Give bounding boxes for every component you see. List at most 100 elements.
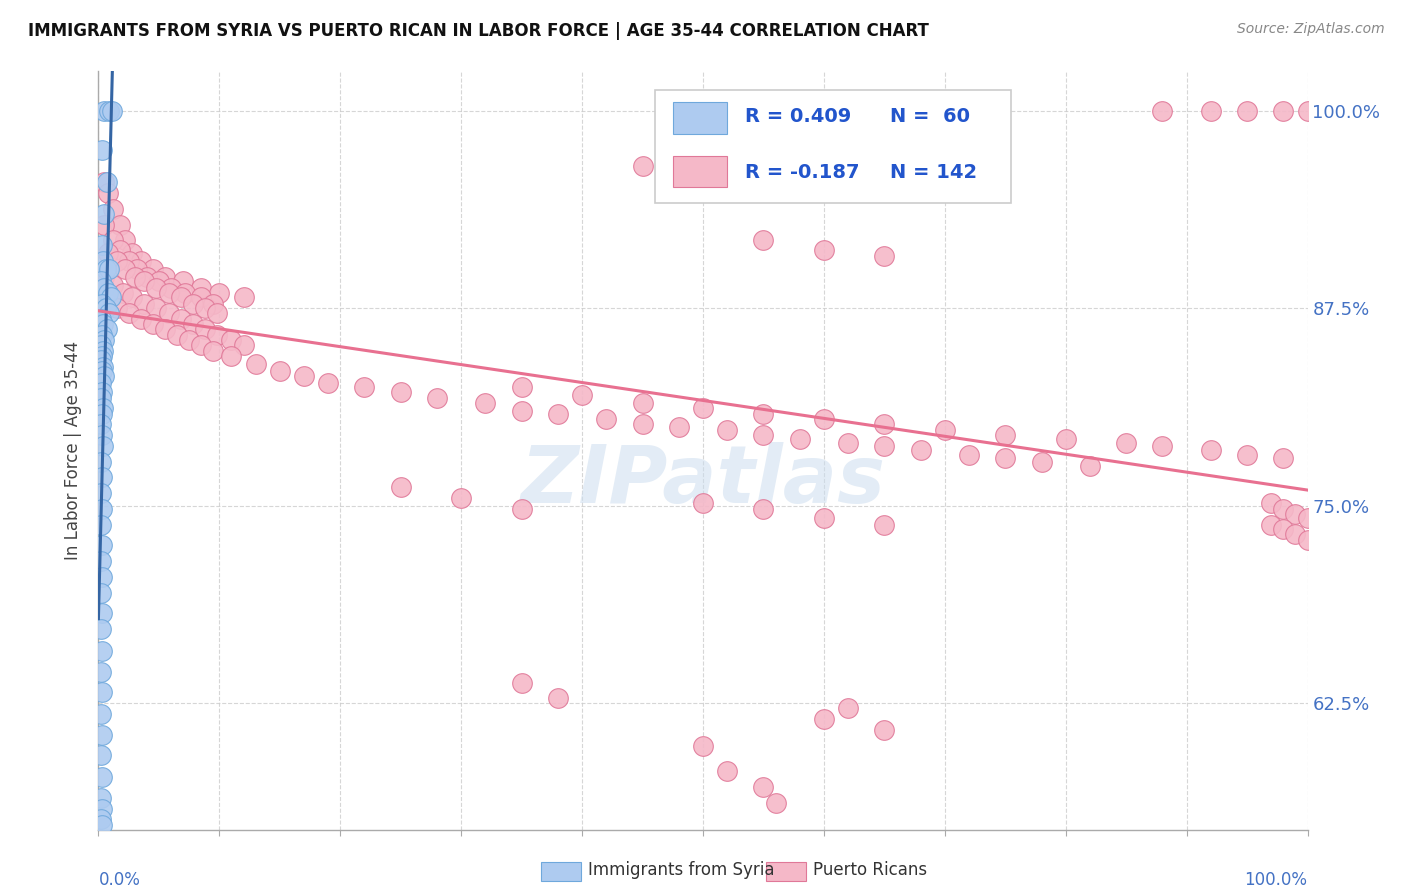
Point	[1236, 103, 1258, 118]
Point	[97, 285, 120, 300]
Point	[1115, 435, 1137, 450]
Point	[91, 401, 114, 415]
Point	[118, 253, 141, 268]
Point	[90, 517, 112, 532]
Text: N =  60: N = 60	[890, 107, 970, 127]
Point	[93, 269, 115, 284]
Point	[94, 261, 117, 276]
Point	[813, 712, 835, 726]
Point	[174, 285, 197, 300]
Point	[205, 328, 228, 343]
Point	[91, 470, 114, 484]
Point	[202, 343, 225, 358]
Point	[93, 175, 115, 189]
Point	[631, 396, 654, 410]
Point	[692, 495, 714, 509]
Point	[934, 423, 956, 437]
Point	[752, 780, 775, 794]
Point	[194, 301, 217, 316]
Point	[90, 791, 112, 805]
Point	[91, 427, 114, 442]
Point	[108, 243, 131, 257]
Point	[91, 253, 114, 268]
Point	[668, 419, 690, 434]
Point	[1054, 433, 1077, 447]
Text: R = 0.409: R = 0.409	[745, 107, 852, 127]
Point	[90, 554, 112, 568]
Point	[716, 423, 738, 437]
Point	[90, 417, 112, 431]
Point	[90, 337, 112, 351]
Point	[269, 364, 291, 378]
Point	[90, 585, 112, 599]
Point	[111, 285, 134, 300]
Point	[994, 451, 1017, 466]
Text: 100.0%: 100.0%	[1244, 871, 1308, 889]
Point	[474, 396, 496, 410]
Point	[752, 427, 775, 442]
Point	[837, 435, 859, 450]
Point	[121, 246, 143, 260]
Point	[221, 333, 243, 347]
Point	[1284, 507, 1306, 521]
Point	[873, 417, 896, 431]
Point	[153, 322, 176, 336]
Point	[96, 322, 118, 336]
Point	[353, 380, 375, 394]
Point	[134, 296, 156, 310]
Point	[631, 159, 654, 173]
Point	[91, 296, 114, 310]
Text: Immigrants from Syria: Immigrants from Syria	[588, 861, 775, 879]
Point	[97, 246, 120, 260]
Point	[98, 261, 121, 276]
Point	[90, 486, 112, 500]
Point	[148, 275, 170, 289]
Point	[91, 364, 114, 378]
Point	[145, 301, 167, 316]
Point	[98, 306, 121, 320]
Point	[994, 427, 1017, 442]
Point	[90, 812, 112, 826]
Point	[1272, 502, 1295, 516]
Point	[1296, 103, 1319, 118]
Point	[97, 186, 120, 200]
Point	[91, 802, 114, 816]
Point	[1272, 523, 1295, 537]
Point	[232, 337, 254, 351]
Point	[202, 296, 225, 310]
Point	[91, 502, 114, 516]
Point	[547, 691, 569, 706]
Text: Source: ZipAtlas.com: Source: ZipAtlas.com	[1237, 22, 1385, 37]
Point	[873, 439, 896, 453]
Point	[91, 771, 114, 785]
FancyBboxPatch shape	[655, 90, 1011, 202]
Point	[510, 404, 533, 418]
Point	[93, 281, 115, 295]
Point	[91, 685, 114, 699]
Point	[1236, 448, 1258, 462]
Point	[631, 417, 654, 431]
Point	[108, 218, 131, 232]
Point	[90, 707, 112, 722]
Point	[94, 301, 117, 316]
Text: IMMIGRANTS FROM SYRIA VS PUERTO RICAN IN LABOR FORCE | AGE 35-44 CORRELATION CHA: IMMIGRANTS FROM SYRIA VS PUERTO RICAN IN…	[28, 22, 929, 40]
Point	[692, 401, 714, 415]
Point	[91, 644, 114, 658]
Point	[1152, 103, 1174, 118]
Point	[1260, 517, 1282, 532]
Point	[190, 337, 212, 351]
Point	[1199, 443, 1222, 458]
Point	[232, 290, 254, 304]
Point	[169, 290, 191, 304]
Point	[91, 606, 114, 620]
Point	[90, 376, 112, 390]
Point	[118, 306, 141, 320]
Point	[124, 269, 146, 284]
Point	[194, 322, 217, 336]
Point	[813, 412, 835, 426]
Point	[692, 170, 714, 185]
Point	[389, 384, 412, 399]
Point	[98, 103, 121, 118]
Point	[105, 253, 128, 268]
Point	[181, 317, 204, 331]
